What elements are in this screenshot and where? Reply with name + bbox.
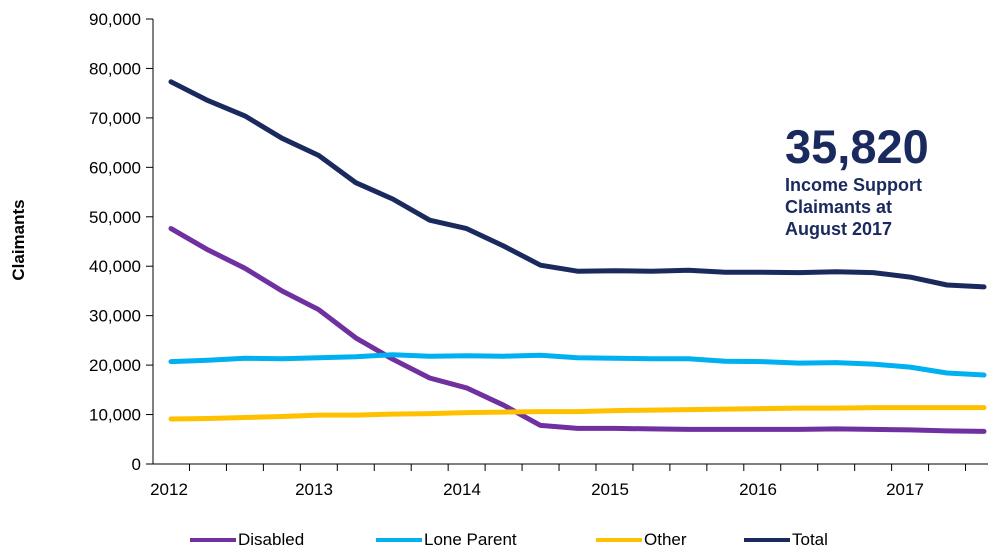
legend-label-disabled: Disabled [238,530,305,549]
legend-item-disabled: Disabled [190,527,304,553]
legend-swatch-disabled [190,538,236,542]
x-tick-label: 2016 [739,480,777,499]
y-tick-label: 0 [132,455,141,474]
y-tick-label: 90,000 [89,10,141,29]
y-tick-label: 80,000 [89,59,141,78]
x-tick-label: 2012 [150,480,188,499]
legend-swatch-total [744,538,790,542]
y-tick-label: 50,000 [89,208,141,227]
y-tick-label: 20,000 [89,356,141,375]
series-line-lone-parent [168,352,987,378]
y-tick-label: 10,000 [89,406,141,425]
y-tick-label: 40,000 [89,257,141,276]
legend-item-lone-parent: Lone Parent [376,527,517,553]
legend-item-total: Total [744,527,828,553]
axes [152,19,988,465]
annotation-line-3: August 2017 [785,219,893,239]
legend-item-other: Other [596,527,687,553]
x-ticks: 2012 2013 2014 2015 2016 2017 [150,464,967,499]
legend-label-total: Total [792,530,828,549]
y-tick-label: 70,000 [89,109,141,128]
annotation-value: 35,820 [785,120,929,173]
x-tick-label: 2013 [295,480,333,499]
series-lines [168,79,987,434]
x-tick-label: 2015 [591,480,629,499]
annotation-line-1: Income Support [785,175,923,195]
y-tick-label: 30,000 [89,307,141,326]
legend-swatch-lone-parent [376,538,422,542]
legend-label-other: Other [644,530,687,549]
total-annotation: 35,820 Income Support Claimants at Augus… [785,120,929,240]
x-tick-label: 2014 [443,480,481,499]
legend-swatch-other [596,538,642,542]
series-line-other [168,405,987,422]
annotation-line-2: Claimants at [785,197,893,217]
x-tick-label: 2017 [886,480,924,499]
y-ticks: 0 10,000 20,000 30,000 40,000 50,000 60,000 70,… [89,10,153,474]
series-line-disabled [168,226,987,434]
y-axis-title: Claimants [9,199,28,280]
line-chart: 0 10,000 20,000 30,000 40,000 50,000 60,000 70,… [9,10,988,499]
legend: Disabled Lone Parent Other Total [0,527,997,553]
y-tick-label: 60,000 [89,158,141,177]
series-line-total [168,79,987,290]
legend-label-lone-parent: Lone Parent [424,530,517,549]
